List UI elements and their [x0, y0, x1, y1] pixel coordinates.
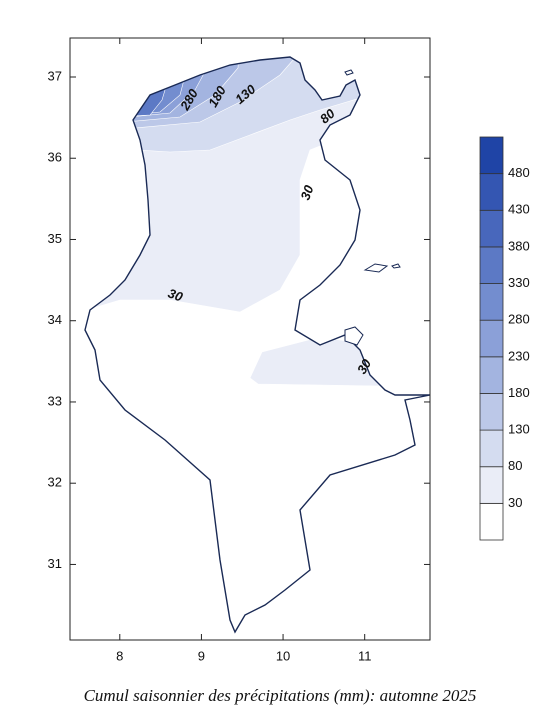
colorbar-label: 230 — [508, 348, 530, 363]
x-tick-label: 10 — [276, 648, 290, 663]
colorbar-box — [479, 283, 504, 321]
colorbar-box — [479, 246, 504, 284]
country-outline — [84, 56, 431, 634]
colorbar-label: 280 — [508, 312, 530, 327]
colorbar-label: 30 — [508, 495, 522, 510]
y-tick-label: 33 — [48, 393, 62, 408]
y-tick-label: 36 — [48, 150, 62, 165]
colorbar-box — [479, 466, 504, 504]
colorbar-label: 430 — [508, 202, 530, 217]
y-tick-label: 37 — [48, 68, 62, 83]
colorbar-label: 80 — [508, 458, 522, 473]
y-tick-label: 32 — [48, 475, 62, 490]
y-tick-label: 35 — [48, 231, 62, 246]
x-tick-label: 11 — [358, 648, 372, 663]
colorbar-box — [479, 502, 504, 541]
colorbar-label: 480 — [508, 165, 530, 180]
colorbar-label: 330 — [508, 275, 530, 290]
colorbar-label: 180 — [508, 385, 530, 400]
colorbar-label: 130 — [508, 422, 530, 437]
contour-label: 30 — [166, 285, 185, 304]
contour-band — [85, 57, 169, 121]
colorbar-label: 380 — [508, 238, 530, 253]
map-frame — [69, 37, 431, 641]
x-tick-label: 8 — [116, 648, 123, 663]
colorbar-box — [479, 319, 504, 358]
colorbar-box — [479, 209, 504, 248]
colorbar-box — [479, 393, 504, 431]
y-tick-label: 34 — [48, 312, 62, 327]
colorbar-box — [479, 136, 504, 175]
colorbar-box — [479, 356, 504, 394]
y-tick-label: 31 — [48, 556, 62, 571]
colorbar-box — [479, 429, 504, 468]
caption: Cumul saisonnier des précipitations (mm)… — [84, 686, 477, 705]
contour-label: 30 — [297, 183, 316, 202]
islands — [344, 69, 401, 346]
colorbar-box — [479, 173, 504, 211]
x-tick-label: 9 — [198, 648, 205, 663]
